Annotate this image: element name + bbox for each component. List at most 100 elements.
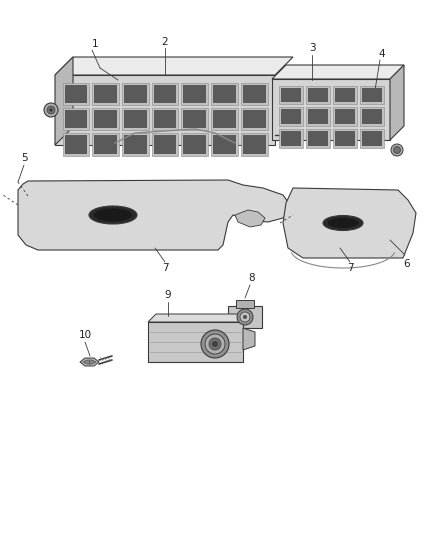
Ellipse shape [89, 206, 137, 224]
Polygon shape [361, 87, 381, 102]
Polygon shape [332, 107, 357, 126]
Text: 9: 9 [165, 290, 171, 300]
Polygon shape [241, 108, 268, 130]
Circle shape [205, 334, 225, 354]
Polygon shape [63, 108, 89, 130]
Text: 4: 4 [379, 49, 385, 59]
Polygon shape [361, 131, 381, 146]
Polygon shape [80, 358, 99, 366]
Circle shape [201, 330, 229, 358]
Circle shape [240, 312, 250, 322]
Circle shape [243, 315, 247, 319]
Polygon shape [390, 65, 404, 140]
Polygon shape [279, 107, 303, 126]
Polygon shape [55, 57, 73, 145]
Circle shape [237, 309, 253, 325]
Text: 7: 7 [162, 263, 168, 273]
Polygon shape [305, 107, 329, 126]
Polygon shape [213, 110, 236, 128]
Polygon shape [154, 110, 177, 128]
Polygon shape [241, 83, 268, 105]
Polygon shape [241, 133, 268, 156]
Ellipse shape [328, 218, 358, 228]
Polygon shape [181, 108, 208, 130]
Polygon shape [235, 210, 265, 227]
Polygon shape [307, 109, 328, 124]
Polygon shape [280, 87, 300, 102]
Polygon shape [64, 110, 87, 128]
Polygon shape [280, 109, 300, 124]
Polygon shape [154, 135, 177, 154]
Polygon shape [55, 57, 293, 75]
Polygon shape [94, 85, 117, 103]
Polygon shape [64, 85, 87, 103]
Polygon shape [152, 83, 178, 105]
Circle shape [49, 109, 53, 111]
Polygon shape [279, 129, 303, 148]
Polygon shape [122, 83, 148, 105]
Polygon shape [332, 129, 357, 148]
Polygon shape [184, 135, 206, 154]
Polygon shape [64, 135, 87, 154]
Polygon shape [154, 85, 177, 103]
Polygon shape [148, 322, 243, 362]
Polygon shape [83, 360, 96, 364]
Polygon shape [332, 85, 357, 104]
Polygon shape [92, 108, 119, 130]
Polygon shape [184, 110, 206, 128]
Polygon shape [213, 85, 236, 103]
Polygon shape [360, 85, 384, 104]
Polygon shape [55, 75, 275, 145]
Circle shape [212, 341, 218, 347]
Polygon shape [272, 79, 390, 140]
Polygon shape [243, 110, 265, 128]
Polygon shape [305, 129, 329, 148]
Polygon shape [335, 131, 354, 146]
Polygon shape [124, 85, 147, 103]
Polygon shape [63, 133, 89, 156]
Polygon shape [18, 180, 288, 250]
Polygon shape [211, 133, 238, 156]
Polygon shape [92, 83, 119, 105]
Ellipse shape [94, 208, 132, 222]
Polygon shape [283, 188, 416, 258]
Polygon shape [122, 133, 148, 156]
Polygon shape [124, 135, 147, 154]
Polygon shape [213, 135, 236, 154]
Polygon shape [148, 314, 251, 322]
Circle shape [44, 103, 58, 117]
Text: 5: 5 [21, 153, 27, 163]
Polygon shape [335, 87, 354, 102]
Circle shape [209, 338, 221, 350]
Polygon shape [307, 87, 328, 102]
Circle shape [391, 144, 403, 156]
Text: 6: 6 [404, 259, 410, 269]
Polygon shape [243, 328, 255, 350]
Polygon shape [305, 85, 329, 104]
Polygon shape [243, 85, 265, 103]
Circle shape [393, 147, 400, 154]
Polygon shape [228, 306, 262, 328]
Polygon shape [63, 83, 89, 105]
Polygon shape [280, 131, 300, 146]
Text: 7: 7 [347, 263, 353, 273]
Text: 3: 3 [309, 43, 315, 53]
Text: 10: 10 [78, 330, 92, 340]
Circle shape [47, 106, 55, 114]
Polygon shape [152, 133, 178, 156]
Polygon shape [243, 135, 265, 154]
Polygon shape [181, 83, 208, 105]
Polygon shape [94, 135, 117, 154]
Polygon shape [211, 108, 238, 130]
Polygon shape [184, 85, 206, 103]
Polygon shape [181, 133, 208, 156]
Polygon shape [92, 133, 119, 156]
Polygon shape [94, 110, 117, 128]
Ellipse shape [323, 215, 363, 230]
Text: 1: 1 [92, 39, 98, 49]
Polygon shape [152, 108, 178, 130]
Polygon shape [236, 300, 254, 308]
Polygon shape [122, 108, 148, 130]
Text: 2: 2 [162, 37, 168, 47]
Polygon shape [361, 109, 381, 124]
